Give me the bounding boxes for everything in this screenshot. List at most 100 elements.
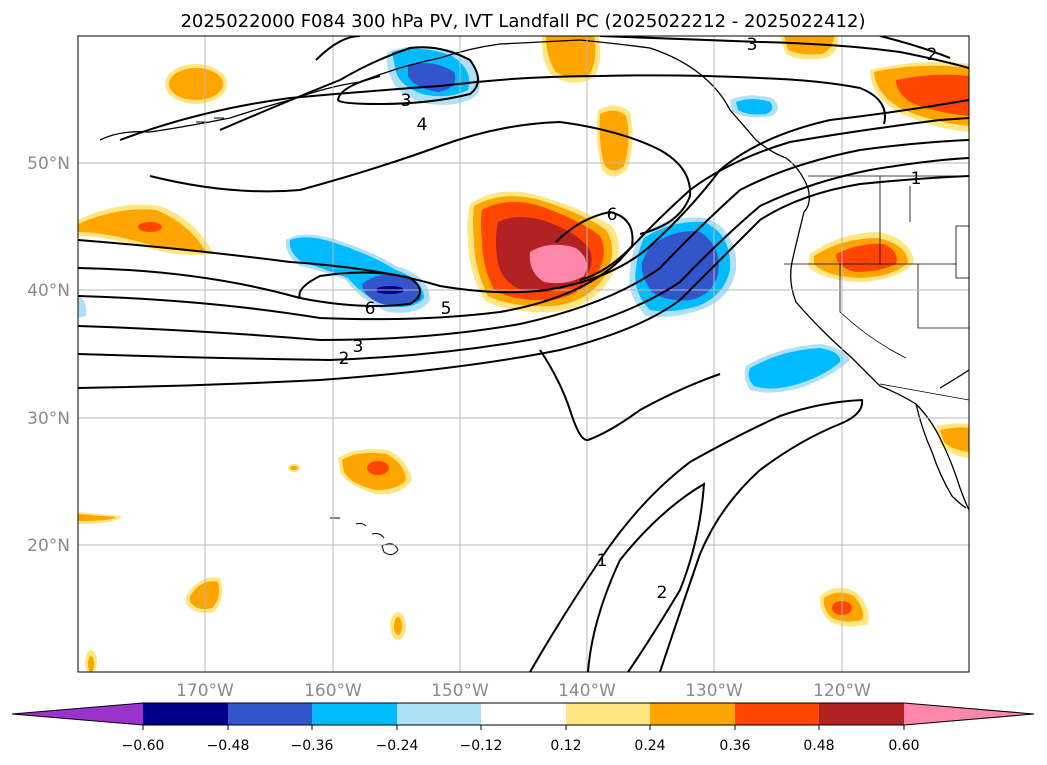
colorbar-tick-label: −0.48: [207, 738, 250, 754]
colorbar-extend-high: [904, 703, 1034, 725]
ivt-contour-line: [529, 398, 864, 672]
us-mexico-border: [879, 383, 969, 401]
pv-positive-region: [138, 222, 162, 232]
islands: [196, 117, 399, 556]
lon-label: 120°W: [813, 681, 871, 701]
pv-positive-region: [88, 656, 94, 672]
hawaii-islands: [381, 543, 399, 556]
ivt-contour-line: [78, 267, 421, 307]
figure-title: 2025022000 F084 300 hPa PV, IVT Landfall…: [180, 11, 865, 32]
colorbar-tick-label: −0.60: [122, 738, 165, 754]
lon-label: 140°W: [558, 681, 616, 701]
colorbar-tick-label: −0.24: [376, 738, 419, 754]
pv-positive-region: [169, 68, 223, 100]
state-border: [839, 264, 907, 359]
pv-negative-region: [748, 348, 841, 389]
lat-label: 50°N: [27, 154, 70, 174]
gridlines: [78, 36, 969, 672]
pv-anomaly-shading: [78, 36, 969, 672]
ivt-contour-line: [539, 349, 721, 442]
ivt-contour-line: [78, 99, 969, 294]
colorbar-segment: [735, 703, 819, 725]
lat-label: 30°N: [27, 409, 70, 429]
pv-negative-region: [78, 296, 87, 318]
colorbar-tick-label: −0.36: [291, 738, 334, 754]
mexico-coast: [939, 369, 969, 389]
colorbar-tick-label: 0.60: [888, 738, 919, 754]
colorbar-segment: [143, 703, 228, 725]
pv-positive-region: [367, 461, 389, 475]
pv-positive-region: [78, 514, 116, 521]
ivt-contour-line: [219, 46, 479, 131]
coastline: [99, 39, 969, 511]
alaska-canada-coast: [99, 39, 810, 213]
hawaii-islands: [371, 533, 385, 539]
contour-label: 2: [339, 349, 350, 369]
ivt-contour-line: [149, 120, 692, 235]
ivt-contour-line: [78, 139, 969, 342]
lat-label: 40°N: [27, 281, 70, 301]
contour-labels: 3 2 4 3 1 6 6 5 3 2 1 2: [339, 35, 938, 603]
colorbar-tick-label: 0.36: [719, 738, 750, 754]
longitude-labels: 170°W 160°W 150°W 140°W 130°W 120°W: [176, 681, 871, 701]
lon-label: 150°W: [431, 681, 489, 701]
ivt-contour-line: [78, 157, 969, 362]
lon-label: 160°W: [304, 681, 362, 701]
colorbar-segment: [312, 703, 397, 725]
ivt-contours: [78, 36, 969, 672]
us-west-coast: [790, 211, 969, 511]
ivt-contour-line: [879, 36, 951, 59]
map-frame: [77, 35, 970, 673]
lon-label: 130°W: [685, 681, 743, 701]
pv-positive-region: [529, 244, 587, 284]
ivt-contour-line: [119, 74, 886, 141]
pv-positive-region: [599, 110, 629, 171]
colorbar-ticks: [142, 725, 905, 730]
colorbar-segment: [228, 703, 312, 725]
colorbar-segment: [566, 703, 650, 725]
contour-label: 3: [747, 35, 758, 55]
borders: [784, 175, 969, 401]
pv-positive-region: [836, 243, 897, 272]
pv-negative-region: [736, 99, 773, 115]
contour-label: 2: [657, 583, 668, 603]
contour-label: 6: [365, 299, 376, 319]
pv-positive-region: [784, 36, 834, 55]
contour-label: 6: [607, 205, 618, 225]
pv-positive-region: [394, 617, 402, 635]
contour-label: 2: [927, 45, 938, 65]
contour-label: 5: [441, 299, 452, 319]
colorbar-segment: [819, 703, 904, 725]
pv-positive-region: [290, 466, 298, 470]
baja-coast: [915, 403, 967, 509]
pv-positive-region: [896, 74, 969, 116]
colorbar-tick-label: 0.24: [634, 738, 665, 754]
lat-label: 20°N: [27, 536, 70, 556]
latitude-labels: 50°N 40°N 30°N 20°N: [27, 154, 70, 556]
pv-positive-region: [940, 427, 969, 452]
lon-label: 170°W: [176, 681, 234, 701]
ivt-contour-line: [599, 36, 969, 69]
colorbar-tick-label: 0.12: [550, 738, 581, 754]
colorbar-segment: [650, 703, 735, 725]
ivt-contour-line: [555, 210, 634, 281]
colorbar-tick-label: 0.48: [803, 738, 834, 754]
pv-negative-region: [641, 231, 719, 301]
map-panel: 3 2 4 3 1 6 6 5 3 2 1 2: [78, 35, 969, 672]
hawaii-islands: [355, 522, 367, 527]
contour-label: 1: [597, 551, 608, 571]
state-border: [955, 225, 969, 279]
contour-label: 3: [401, 91, 412, 111]
contour-label: 4: [417, 115, 428, 135]
ivt-contour-line: [78, 175, 969, 389]
pv-positive-region: [546, 36, 596, 78]
state-border: [917, 264, 969, 329]
colorbar-segment: [397, 703, 481, 725]
ivt-contour-line: [587, 482, 706, 672]
contour-label: 1: [911, 169, 922, 189]
colorbar: −0.60 −0.48 −0.36 −0.24 −0.12 0.12 0.24 …: [11, 702, 1035, 754]
colorbar-extend-low: [12, 703, 143, 725]
colorbar-tick-label: −0.12: [460, 738, 503, 754]
colorbar-segment: [481, 703, 566, 725]
